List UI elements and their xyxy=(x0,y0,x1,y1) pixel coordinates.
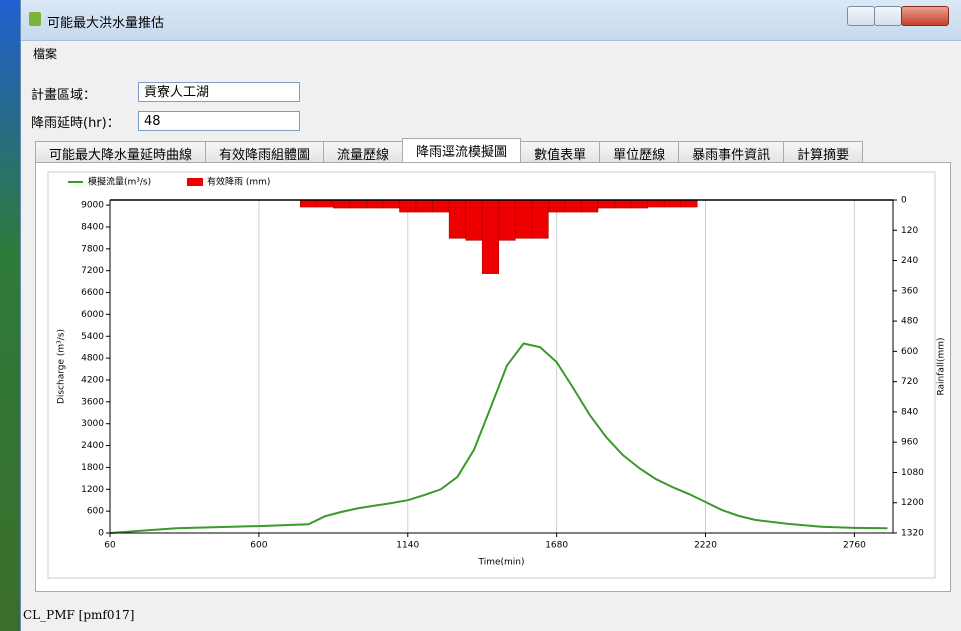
y-tick-label: 600 xyxy=(87,507,104,517)
bar xyxy=(664,200,681,207)
y-tick-label: 1200 xyxy=(81,485,104,495)
bar xyxy=(565,200,582,212)
y-tick-label: 7800 xyxy=(81,244,104,254)
y2-axis-label: Rainfall(mm) xyxy=(937,337,947,395)
y-tick-label: 8400 xyxy=(81,222,104,232)
y-axis-label: Discharge (m³/s) xyxy=(57,329,67,404)
bar xyxy=(581,200,598,212)
bar xyxy=(383,200,400,208)
y-tick-label: 6000 xyxy=(81,310,104,320)
y-tick-label: 9000 xyxy=(81,201,104,211)
y-tick-label: 4200 xyxy=(81,375,104,385)
y2-tick-label: 240 xyxy=(901,256,918,266)
y2-tick-label: 1200 xyxy=(901,498,924,508)
bar xyxy=(333,200,350,208)
bar xyxy=(300,200,317,207)
bar xyxy=(449,200,466,238)
y-tick-label: 1800 xyxy=(81,463,104,473)
x-tick-label: 2220 xyxy=(694,541,717,551)
bar xyxy=(399,200,416,212)
bar xyxy=(631,200,648,208)
y2-tick-label: 1320 xyxy=(901,529,924,539)
bar xyxy=(433,200,450,212)
bar xyxy=(598,200,615,208)
y-tick-label: 3600 xyxy=(81,397,104,407)
y2-tick-label: 600 xyxy=(901,347,918,357)
y-tick-label: 6600 xyxy=(81,288,104,298)
bar xyxy=(482,200,499,274)
legend-label: 有效降雨 (mm) xyxy=(207,176,270,188)
y2-tick-label: 840 xyxy=(901,407,918,417)
y-tick-label: 7200 xyxy=(81,266,104,276)
bar xyxy=(681,200,698,207)
y-tick-label: 5400 xyxy=(81,332,104,342)
y2-tick-label: 120 xyxy=(901,226,918,236)
y2-tick-label: 1080 xyxy=(901,468,924,478)
bar xyxy=(317,200,334,207)
bar xyxy=(515,200,532,238)
y2-tick-label: 360 xyxy=(901,286,918,296)
x-axis-label: Time(min) xyxy=(477,558,524,568)
legend-label: 模擬流量(m³/s) xyxy=(88,176,151,188)
x-tick-label: 600 xyxy=(250,541,267,551)
x-tick-label: 1680 xyxy=(545,541,568,551)
y-tick-label: 2400 xyxy=(81,441,104,451)
bar xyxy=(499,200,516,240)
bar xyxy=(416,200,433,212)
y2-tick-label: 720 xyxy=(901,377,918,387)
legend-swatch xyxy=(187,178,203,186)
y2-tick-label: 480 xyxy=(901,317,918,327)
x-tick-label: 2760 xyxy=(843,541,866,551)
y-tick-label: 0 xyxy=(98,529,104,539)
y2-tick-label: 960 xyxy=(901,438,918,448)
bar xyxy=(648,200,665,207)
y-tick-label: 3000 xyxy=(81,419,104,429)
bar xyxy=(615,200,632,208)
y2-tick-label: 0 xyxy=(901,196,907,206)
status-bar: CL_PMF [pmf017] xyxy=(23,608,134,622)
bar xyxy=(466,200,483,240)
x-tick-label: 60 xyxy=(104,541,116,551)
bar xyxy=(366,200,383,208)
bar xyxy=(532,200,549,238)
bar xyxy=(350,200,367,208)
y-tick-label: 4800 xyxy=(81,354,104,364)
x-tick-label: 1140 xyxy=(396,541,419,551)
page: 可能最大洪水量推估 檔案 計畫區域： 貢寮人工湖 降雨延時(hr)： 48 可能… xyxy=(0,0,961,631)
bar xyxy=(548,200,565,212)
